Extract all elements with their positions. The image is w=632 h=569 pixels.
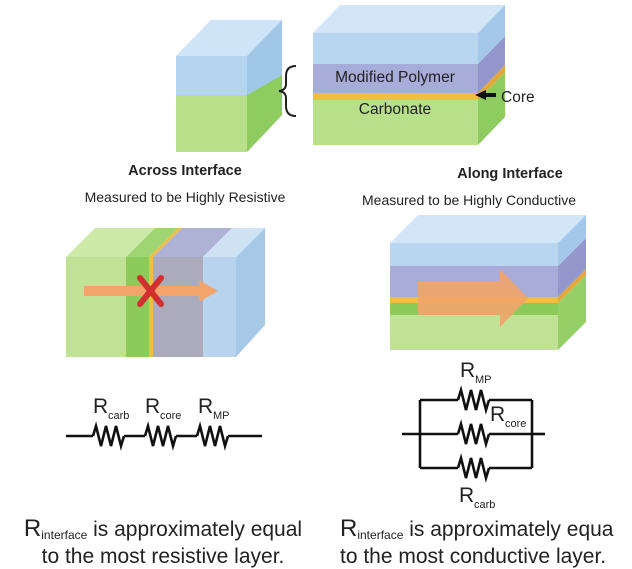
series-circuit [66,421,262,451]
svg-text:core: core [160,410,181,422]
left-subheading: Measured to be Highly Resistive [84,189,286,205]
small-blocks [176,20,282,152]
label-carbonate: Carbonate [359,101,431,118]
resistor-label-mp-right: R MP [460,359,492,386]
svg-text:MP: MP [475,374,492,386]
svg-text:R: R [198,395,213,418]
svg-text:carb: carb [108,410,129,422]
left-heading: Across Interface [128,163,242,179]
left-conclusion: Rinterface is approximately equal to the… [23,515,303,568]
core-pointer-arrow [475,90,496,100]
svg-text:R: R [93,395,108,418]
svg-text:core: core [505,418,526,430]
resistor-label-carb-right: R carb [459,484,495,511]
resistor-label-core: R core [145,395,181,422]
svg-text:carb: carb [474,499,495,511]
parallel-circuit [402,385,545,483]
across-block [66,228,265,357]
svg-text:R: R [490,403,505,426]
resistor-label-core-right: R core [490,403,526,430]
svg-text:R: R [145,395,160,418]
label-modified-polymer: Modified Polymer [335,69,455,86]
svg-text:R: R [459,484,474,507]
svg-text:MP: MP [213,410,230,422]
svg-text:R: R [460,359,475,382]
right-heading: Along Interface [457,166,563,182]
resistor-label-mp: R MP [198,395,230,422]
resistor-label-carb: R carb [93,395,129,422]
combined-block [313,5,505,145]
bracket [278,65,297,117]
label-core: Core [501,89,535,106]
right-conclusion: Rinterface is approximately equa to the … [340,518,614,568]
right-subheading: Measured to be Highly Conductive [362,192,577,208]
along-block [390,215,586,350]
